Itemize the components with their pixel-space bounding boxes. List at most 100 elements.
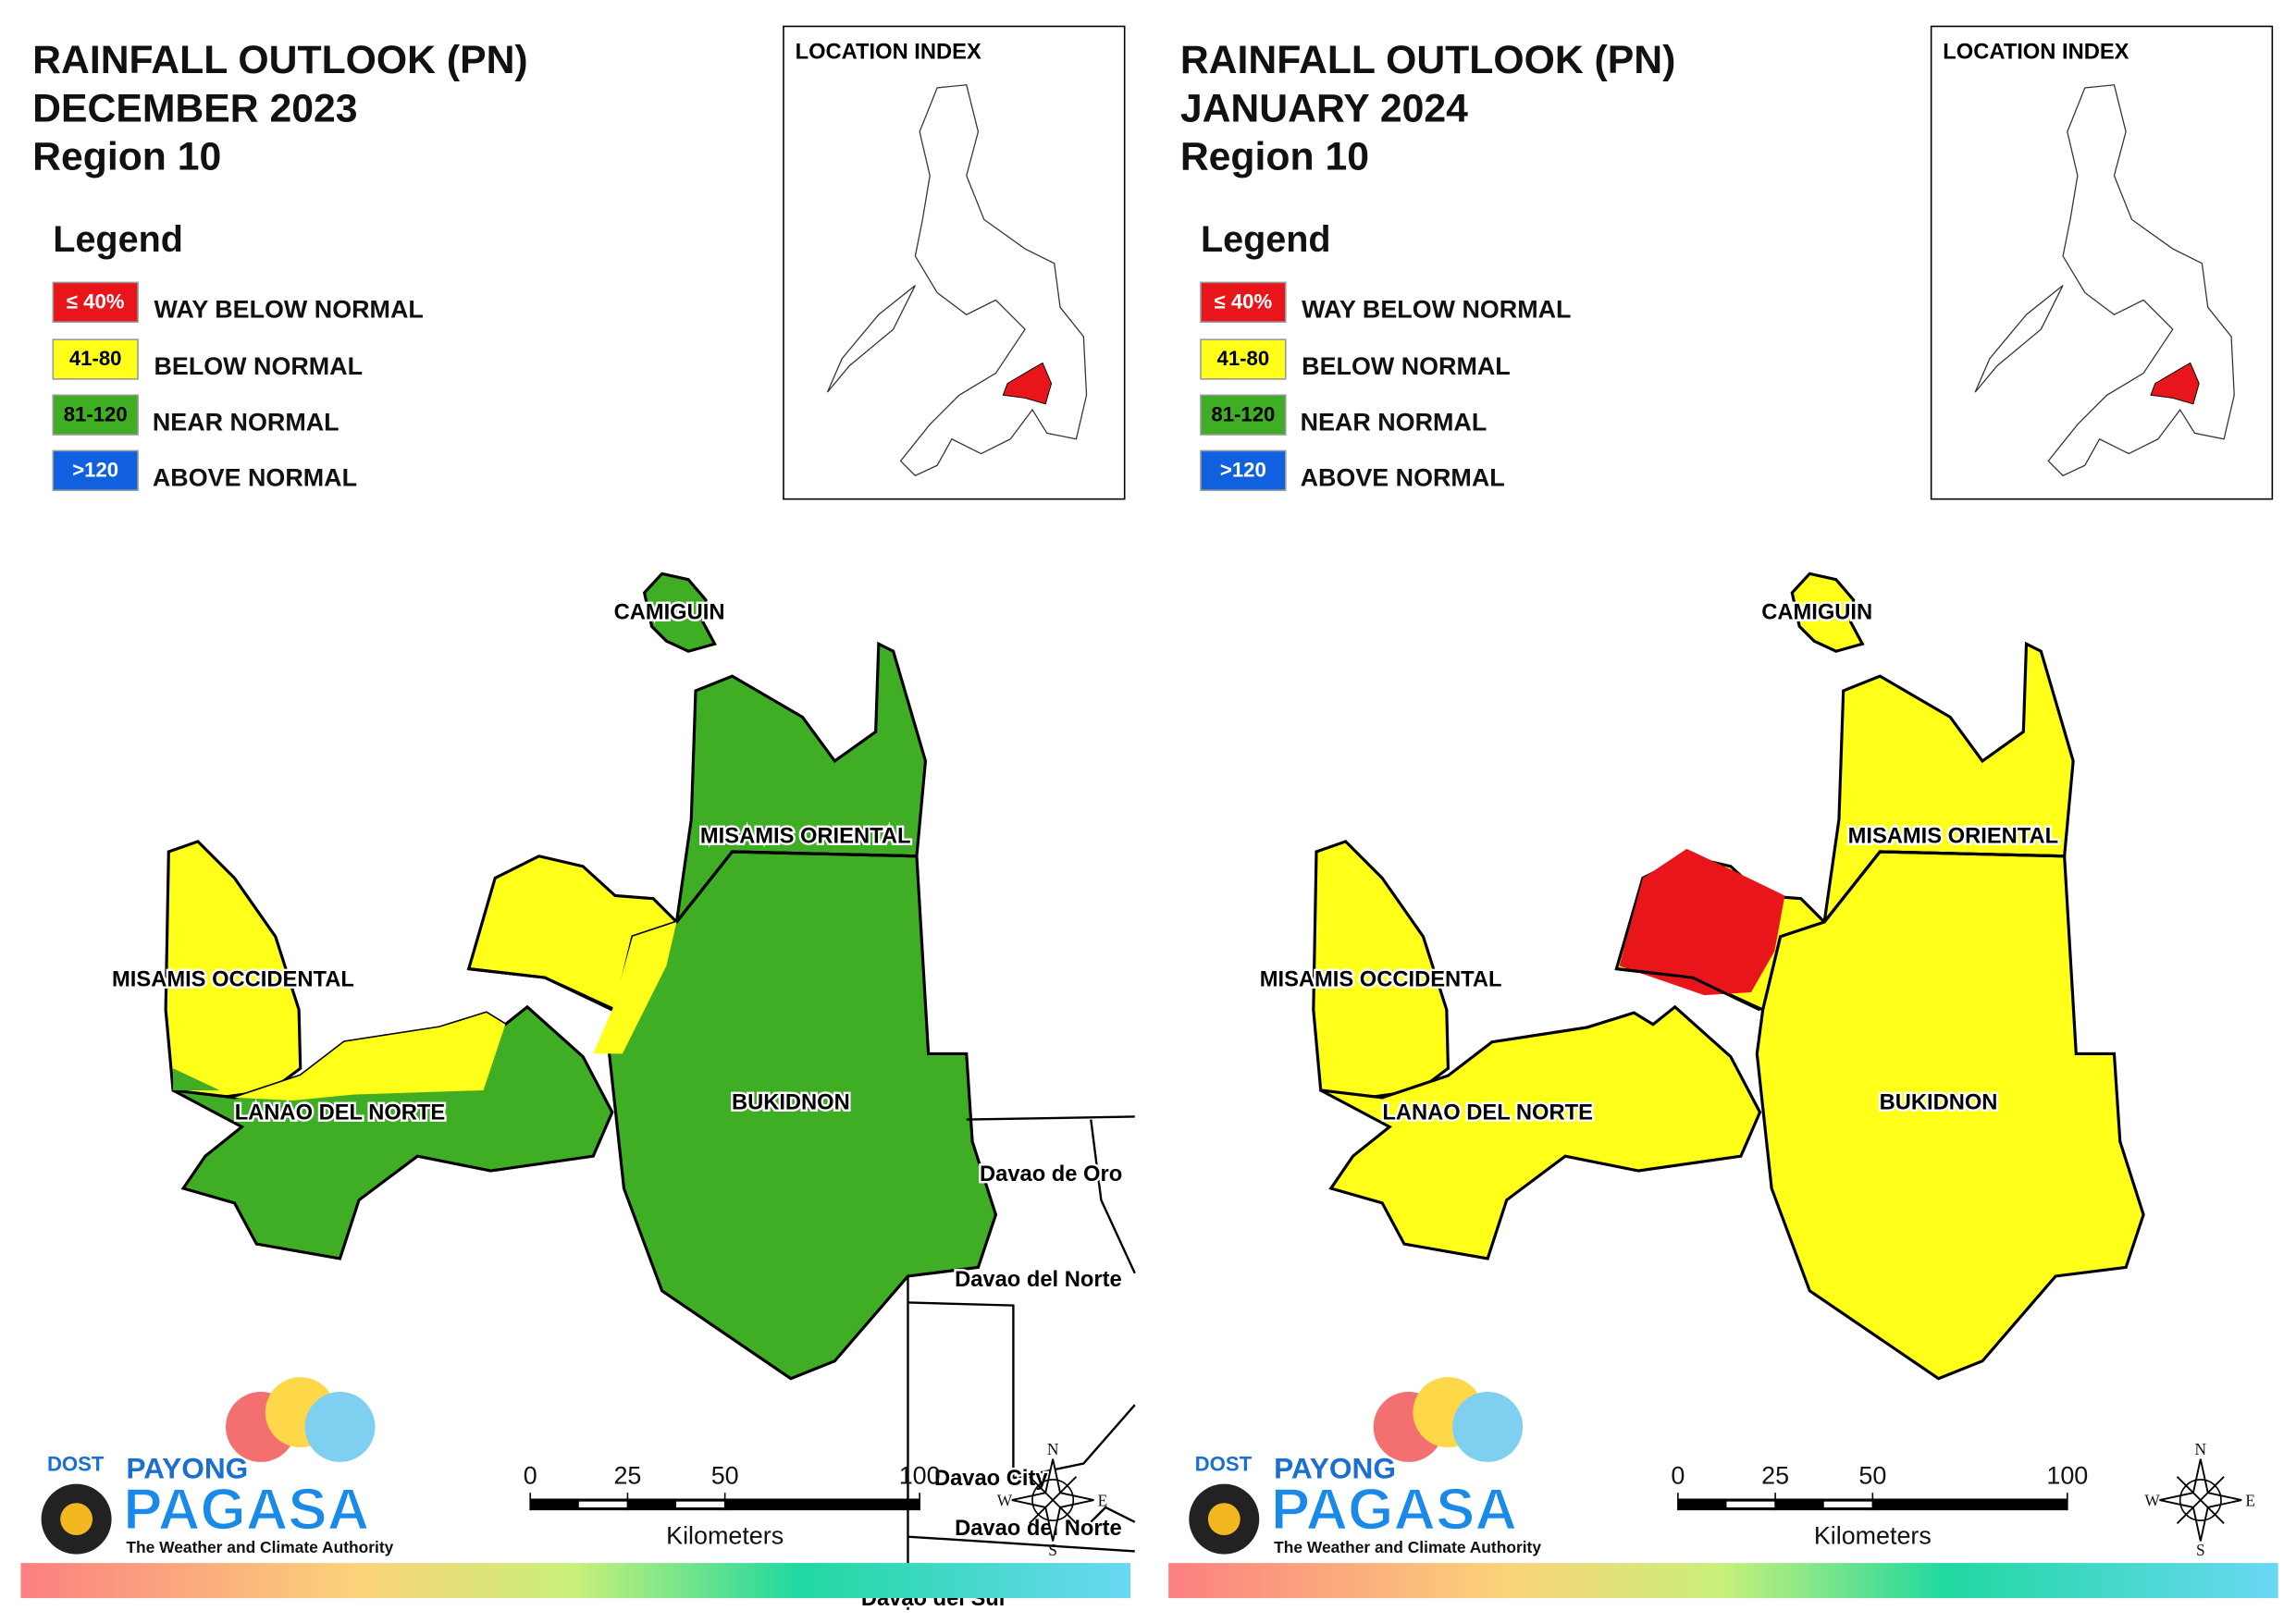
legend-swatch [52, 338, 139, 380]
scale-unit: Kilometers [1814, 1522, 1932, 1550]
province-label: MISAMIS ORIENTAL [700, 825, 911, 849]
title-line: Region 10 [1180, 135, 1369, 179]
logo-umbrella [304, 1391, 376, 1462]
province-label: MISAMIS OCCIDENTAL [1260, 968, 1502, 992]
legend-range: 41-80 [1217, 347, 1270, 370]
scale-label: 25 [613, 1462, 641, 1490]
legend-label: BELOW NORMAL [1302, 352, 1511, 380]
legend-title: Legend [53, 219, 183, 260]
legend-label: ABOVE NORMAL [153, 463, 357, 491]
title-line: JANUARY 2024 [1180, 86, 1468, 130]
compass-letter: N [2195, 1440, 2207, 1458]
legend-label: ABOVE NORMAL [1301, 463, 1505, 491]
legend-swatch [1200, 338, 1287, 380]
legend-range: ≤ 40% [67, 289, 125, 313]
scale-label: 0 [1671, 1462, 1685, 1490]
compass-letter: N [1047, 1440, 1059, 1458]
index-region [1002, 362, 1053, 405]
logo-brand-top: PAYONG [1274, 1451, 1396, 1484]
title-line: RAINFALL OUTLOOK (PN) [1180, 38, 1676, 82]
logo-brand: PAGASA [1271, 1478, 1517, 1543]
legend-label: WAY BELOW NORMAL [154, 295, 423, 323]
legend-label: NEAR NORMAL [153, 408, 339, 436]
legend-label: NEAR NORMAL [1301, 408, 1487, 436]
compass-star [1011, 1458, 1094, 1542]
legend-range: >120 [1220, 458, 1266, 481]
scale-segment [676, 1501, 725, 1507]
color-band [20, 1563, 1131, 1599]
logo-brand-top: PAYONG [126, 1451, 248, 1484]
legend-swatch [52, 449, 139, 491]
rain-zone [173, 1068, 220, 1090]
legend-label: BELOW NORMAL [154, 352, 363, 380]
compass-letter: W [2144, 1491, 2160, 1509]
neighbor-label: Davao de Oro [980, 1162, 1122, 1187]
rain-zone [1619, 848, 1785, 996]
logo-seal-inner [1207, 1503, 1241, 1536]
province-border [1822, 850, 2065, 923]
rain-zone [593, 921, 677, 1054]
province-border [675, 850, 918, 923]
neighbor-border [907, 1301, 1015, 1479]
logo-tagline: The Weather and Climate Authority [126, 1538, 393, 1556]
province-area [1312, 840, 1450, 1100]
province-area [164, 840, 302, 1100]
compass-letter: E [2245, 1491, 2255, 1509]
legend-swatch [1200, 281, 1287, 323]
compass-ring [2179, 1479, 2222, 1522]
logo-umbrella [1452, 1391, 1524, 1462]
province-area [642, 572, 717, 653]
neighbor-border [907, 1535, 1135, 1553]
legend-range: 41-80 [69, 347, 122, 370]
scale-segment [578, 1501, 628, 1507]
province-label: LANAO DEL NORTE [235, 1101, 446, 1125]
compass-letter: S [2196, 1541, 2205, 1559]
province-label: LANAO DEL NORTE [1382, 1101, 1593, 1125]
index-outline [826, 84, 1088, 477]
compass-letter: E [1098, 1491, 1108, 1509]
neighbor-label: Davao del Norte [955, 1517, 1122, 1541]
scale-label: 100 [2046, 1462, 2088, 1490]
title-line: Region 10 [32, 135, 221, 179]
map-panel: RAINFALL OUTLOOK (PN)DECEMBER 2023 Region… [20, 25, 1136, 1613]
neighbor-border [1013, 1404, 1136, 1480]
logo-brand: PAGASA [123, 1478, 369, 1543]
compass-letter: W [997, 1491, 1013, 1509]
province-border [1616, 967, 1761, 1012]
legend-swatch [1200, 449, 1287, 491]
index-region [2150, 362, 2200, 405]
scale-segment [1823, 1501, 1873, 1507]
rain-zone [234, 1013, 506, 1101]
neighbor-label: Davao del Norte [955, 1268, 1122, 1292]
province-label: MISAMIS ORIENTAL [1848, 825, 2059, 849]
scale-label: 50 [711, 1462, 739, 1490]
legend-range: 81-120 [64, 402, 128, 425]
legend-swatch [52, 394, 139, 436]
province-label: BUKIDNON [1880, 1091, 1998, 1115]
province-area [1319, 1004, 1762, 1260]
province-label: BUKIDNON [732, 1091, 850, 1115]
compass-star [2159, 1458, 2242, 1542]
scale-label: 50 [1858, 1462, 1886, 1490]
scale-label: 100 [899, 1462, 941, 1490]
legend-title: Legend [1201, 219, 1331, 260]
scale-segment [1726, 1501, 1776, 1507]
compass-letter: S [1048, 1541, 1057, 1559]
index-frame [783, 25, 1126, 500]
logo-seal-inner [60, 1503, 93, 1536]
province-area [1790, 572, 1865, 653]
index-title: LOCATION INDEX [796, 40, 981, 64]
map-panel: RAINFALL OUTLOOK (PN)JANUARY 2024 Region … [1168, 25, 2278, 1599]
legend-range: ≤ 40% [1215, 289, 1273, 313]
legend-range: 81-120 [1211, 402, 1275, 425]
logo-agency: DOST [47, 1452, 105, 1475]
scale-label: 0 [524, 1462, 537, 1490]
province-label: MISAMIS OCCIDENTAL [112, 968, 354, 992]
color-band [1168, 1563, 2278, 1599]
index-title: LOCATION INDEX [1943, 40, 2129, 64]
legend-range: >120 [72, 458, 118, 481]
index-outline [1974, 84, 2235, 477]
province-border [468, 967, 613, 1012]
scale-label: 25 [1761, 1462, 1789, 1490]
